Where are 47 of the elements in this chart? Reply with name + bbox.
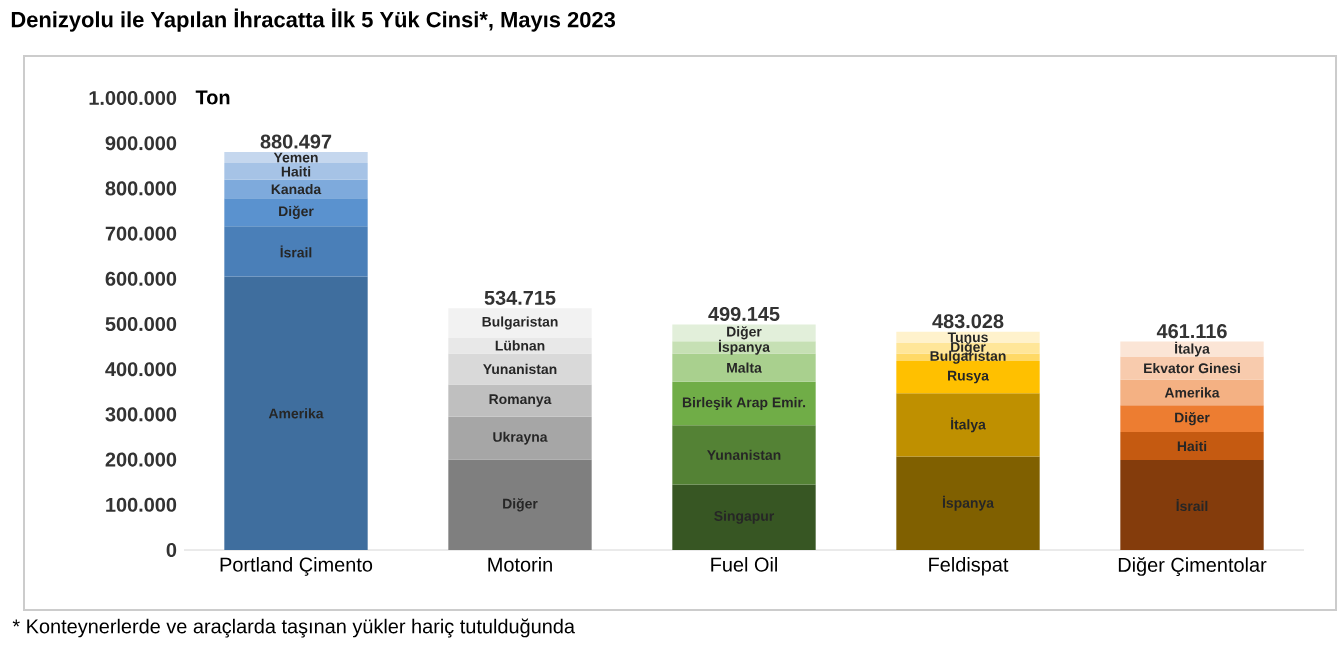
bar: [1120, 379, 1264, 406]
bar: [672, 353, 816, 382]
bar: [224, 226, 368, 277]
bar: [896, 393, 1040, 457]
bar: [672, 381, 816, 426]
bar: [672, 425, 816, 485]
x-tick-label: Motorin: [488, 557, 552, 572]
x-tick-label: Portland Çimento: [220, 557, 373, 576]
chart-title: Denizyolu ile Yapılan İhracatta İlk 5 Yük Cinsi*, Mayıs 2023: [11, 8, 616, 32]
y-tick-label: 900.000: [105, 136, 177, 151]
y-tick-label: 700.000: [105, 226, 177, 241]
y-tick-label: 400.000: [105, 362, 177, 377]
total-label: 483.028: [932, 314, 1004, 329]
y-tick-label: 0: [166, 542, 177, 558]
bar: [1120, 460, 1264, 550]
bar: [1120, 341, 1264, 357]
bar: [448, 353, 592, 385]
bar: [672, 484, 816, 550]
y-tick-label: 500.000: [105, 316, 177, 332]
total-label: 499.145: [708, 306, 780, 321]
total-label: 461.116: [1156, 324, 1227, 339]
y-tick-label: 600.000: [105, 271, 177, 286]
y-tick-label: 1.000.000: [89, 90, 177, 106]
y-tick-label: 300.000: [105, 407, 177, 422]
bar: [224, 163, 368, 180]
bar: [224, 276, 368, 550]
x-tick-label: Feldispat: [929, 557, 1009, 576]
bar: [448, 384, 592, 417]
bar: [1120, 405, 1264, 433]
bar: [224, 198, 368, 227]
bar: [224, 179, 368, 199]
bar: [448, 459, 592, 550]
total-label: 880.497: [260, 134, 332, 149]
text: * Konteynerlerde ve araçlarda taşınan yükler hariç tutulduğunda: [12, 618, 575, 638]
bar: [1120, 432, 1264, 461]
y-tick-label: 800.000: [105, 181, 177, 196]
y-tick-label: 100.000: [106, 497, 177, 512]
y-tick-label: 200.000: [105, 452, 177, 467]
bar: [896, 456, 1040, 550]
y-axis-title: Ton: [195, 90, 230, 105]
x-tick-label: Diğer Çimentolar: [1118, 557, 1267, 576]
bar: [672, 324, 816, 342]
total-label: 534.715: [484, 290, 556, 305]
bar: [224, 152, 368, 164]
x-tick-label: Fuel Oil: [711, 557, 777, 572]
bar: [896, 361, 1040, 394]
bar: [448, 416, 592, 460]
